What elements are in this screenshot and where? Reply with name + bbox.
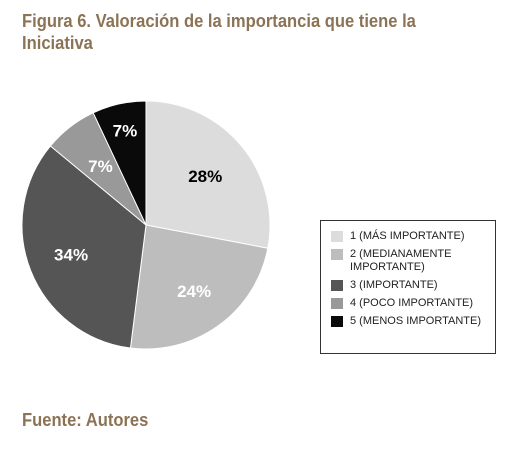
data-label-2: 24% <box>177 282 211 301</box>
legend-item-5: 5 (MENOS IMPORTANTE) <box>331 315 487 328</box>
legend-swatch <box>331 231 343 242</box>
pie-slice-1 <box>145 100 271 249</box>
legend-label: 2 (MEDIANAMENTE IMPORTANTE) <box>350 248 452 273</box>
legend-swatch <box>331 280 343 291</box>
legend-item-4: 4 (POCO IMPORTANTE) <box>331 297 487 310</box>
pie-slice-3 <box>21 145 147 349</box>
source-note: Fuente: Autores <box>22 410 149 430</box>
pie-slice-2 <box>129 224 269 350</box>
legend-swatch <box>331 298 343 309</box>
legend-item-2: 2 (MEDIANAMENTE IMPORTANTE) <box>331 248 487 274</box>
data-label-4: 7% <box>88 157 113 176</box>
chart-title: Figura 6. Valoración de la importancia q… <box>22 11 416 53</box>
legend: 1 (MÁS IMPORTANTE) 2 (MEDIANAMENTE IMPORT… <box>320 220 496 354</box>
legend-label: 1 (MÁS IMPORTANTE) <box>350 230 465 242</box>
legend-label: 5 (MENOS IMPORTANTE) <box>350 315 481 327</box>
data-label-1: 28% <box>188 167 222 186</box>
legend-swatch <box>331 249 343 260</box>
data-label-3: 34% <box>54 246 88 265</box>
legend-swatch <box>331 316 343 327</box>
legend-item-1: 1 (MÁS IMPORTANTE) <box>331 230 487 243</box>
pie-slice-5 <box>92 100 147 226</box>
legend-label: 4 (POCO IMPORTANTE) <box>350 297 474 309</box>
data-label-5: 7% <box>113 122 138 141</box>
legend-item-3: 3 (IMPORTANTE) <box>331 279 487 292</box>
legend-label: 3 (IMPORTANTE) <box>350 279 438 291</box>
